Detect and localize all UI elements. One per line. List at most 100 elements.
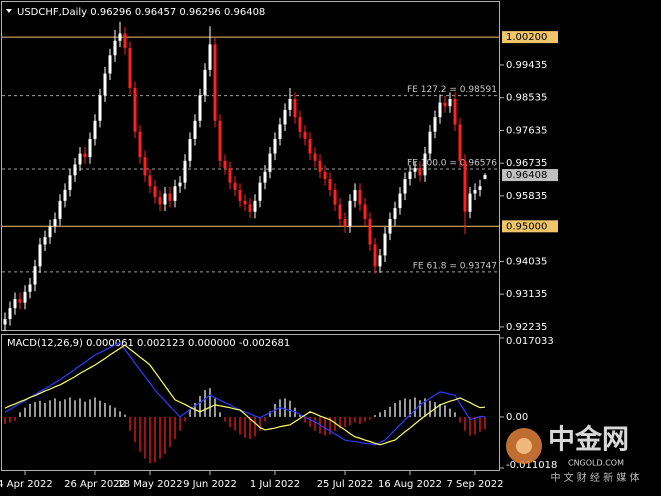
candle-body — [303, 131, 307, 139]
y-tick-label: 0.017033 — [506, 336, 554, 347]
candle-body — [148, 175, 152, 187]
candle-body — [413, 168, 417, 172]
macd-readout: 0.002123 — [137, 338, 185, 349]
high-readout: 0.96457 — [135, 7, 176, 18]
candle-body — [33, 266, 37, 285]
candle-body — [473, 189, 477, 194]
x-tick-label: 4 Apr 2022 — [0, 479, 53, 490]
candle-body — [233, 182, 237, 190]
candle-body — [453, 98, 457, 125]
candle-body — [78, 153, 82, 165]
watermark-name: 中金网 — [548, 424, 629, 456]
price-header: USDCHF,Daily 0.96296 0.96457 0.96296 0.9… — [17, 7, 265, 18]
candle-body — [318, 160, 322, 172]
macd-line — [4, 342, 486, 446]
candle-body — [403, 179, 407, 194]
last-price-box — [502, 169, 558, 182]
macd-header: MACD(12,26,9) 0.000061 0.002123 0.000000… — [7, 338, 290, 349]
candle-body — [378, 255, 382, 267]
candle-body — [308, 138, 312, 154]
candle-body — [398, 193, 402, 209]
candle-body — [93, 120, 97, 139]
y-tick-label: 0.99435 — [506, 60, 547, 71]
level-label: 0.95000 — [506, 221, 547, 232]
candle-body — [258, 182, 262, 201]
menu-arrow — [6, 9, 12, 13]
candle-body — [128, 48, 132, 89]
candle-body — [248, 204, 252, 212]
candle-body — [18, 299, 22, 303]
candle-body — [443, 102, 447, 107]
level-box — [502, 220, 558, 233]
candle-body — [193, 120, 197, 139]
candle-body — [283, 109, 287, 125]
candle-body — [68, 175, 72, 190]
candle-body — [3, 319, 7, 325]
candle-body — [343, 219, 347, 227]
candle-body — [333, 189, 337, 205]
y-tick-label: 0.95835 — [506, 191, 547, 202]
level-label: FE 61.8 = 0.93747 — [413, 261, 497, 271]
candle-body — [203, 69, 207, 96]
candle-body — [393, 208, 397, 220]
candle-body — [98, 95, 102, 121]
candle-body — [178, 182, 182, 187]
open-readout: 0.96296 — [90, 7, 131, 18]
level-label: FE 100.0 = 0.96576 — [407, 158, 497, 168]
candle-body — [13, 299, 17, 309]
candle-body — [388, 219, 392, 234]
candle-body — [73, 164, 77, 176]
watermark: 中金网 CNGOLD.COM 中 文 财 经 新 媒 体 — [506, 424, 640, 484]
x-tick-label: 25 Jul 2022 — [317, 479, 374, 490]
watermark-site: CNGOLD.COM — [568, 459, 624, 468]
x-tick-label: 18 May 2022 — [117, 479, 182, 490]
candle-body — [353, 189, 357, 201]
candle-body — [88, 138, 92, 158]
candle-body — [143, 157, 147, 176]
last-price-label: 0.96408 — [506, 170, 547, 181]
candle-body — [383, 233, 387, 256]
candle-body — [8, 308, 12, 320]
level-label: FE 127.2 = 0.98591 — [407, 85, 497, 95]
macd-readout: 0.000000 — [188, 338, 236, 349]
candle-body — [298, 117, 302, 132]
candle-body — [288, 98, 292, 110]
candle-body — [138, 131, 142, 158]
macd-title: MACD(12,26,9) — [7, 338, 83, 349]
candle-body — [183, 160, 187, 183]
candle-body — [313, 153, 317, 161]
candle-body — [293, 98, 297, 118]
candle-body — [328, 179, 332, 190]
watermark-tagline: 中 文 财 经 新 媒 体 — [550, 471, 639, 484]
y-tick-label: 0.98535 — [506, 93, 547, 104]
y-tick-label: -0.011018 — [506, 460, 557, 471]
candle-body — [468, 193, 472, 212]
candle-body — [188, 138, 192, 161]
candle-body — [243, 200, 247, 205]
candle-body — [168, 193, 172, 201]
candle-body — [83, 153, 87, 158]
candle-body — [198, 95, 202, 121]
candle-body — [238, 189, 242, 201]
y-tick-label: 0.93135 — [506, 289, 547, 300]
macd-line — [4, 344, 486, 446]
price-pane — [1, 1, 500, 331]
candle-body — [158, 197, 162, 205]
candle-body — [223, 160, 227, 169]
candle-body — [408, 171, 412, 180]
candle-body — [53, 219, 57, 227]
candle-body — [23, 291, 27, 303]
candle-body — [63, 189, 67, 201]
candle-body — [423, 153, 427, 176]
candle-body — [418, 168, 422, 176]
candle-body — [253, 200, 257, 212]
y-tick-label: 0.97635 — [506, 125, 547, 136]
x-tick-label: 7 Sep 2022 — [446, 479, 503, 490]
candle-body — [218, 120, 222, 161]
candle-body — [323, 171, 327, 180]
candle-body — [363, 204, 367, 220]
candle-body — [438, 102, 442, 118]
x-tick-label: 26 Apr 2022 — [64, 479, 126, 490]
level-box — [502, 31, 558, 44]
candle-body — [433, 117, 437, 132]
